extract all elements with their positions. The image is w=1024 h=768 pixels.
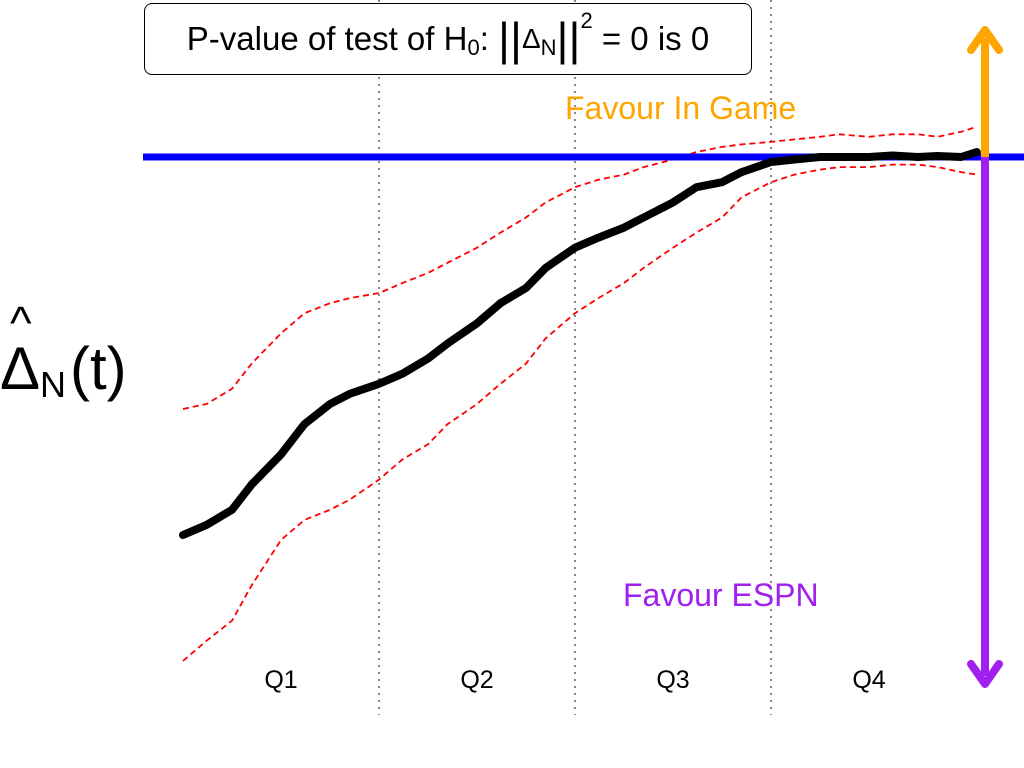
quarter-dividers: [378, 0, 772, 715]
favour-in-game-arrow-head: [967, 26, 1003, 54]
y-axis-label: ^ Δ N (t): [0, 297, 150, 410]
title-prefix: P-value of test of H: [186, 20, 468, 57]
favour-espn-label: Favour ESPN: [623, 577, 819, 613]
title-delta: Δ: [521, 23, 541, 54]
title-suffix: = 0 is 0: [601, 20, 710, 57]
quarter-label-q4: Q4: [852, 666, 886, 694]
title-colon: :: [479, 20, 489, 57]
title-square: 2: [580, 8, 593, 33]
y-label-argument: (t): [70, 335, 127, 402]
quarter-label-q3: Q3: [656, 666, 690, 694]
upper-confidence-band: [182, 125, 978, 410]
lower-confidence-band: [182, 163, 977, 662]
estimate-line: [179, 148, 981, 539]
title-norm-right: ||: [556, 13, 581, 65]
y-label-subscript: N: [40, 364, 66, 405]
favour-in-game-label: Favour In Game: [565, 90, 797, 126]
quarter-label-q1: Q1: [264, 666, 298, 694]
title-delta-subscript: N: [540, 35, 557, 60]
title-norm-left: ||: [498, 13, 522, 65]
confidence-bands: [182, 125, 978, 662]
estimate-series: [179, 148, 981, 539]
title-h-subscript: 0: [467, 35, 480, 60]
favour-espn-arrow-head: [967, 660, 1003, 688]
quarter-label-q2: Q2: [460, 666, 494, 694]
y-label-delta: Δ: [0, 335, 41, 402]
direction-arrows: [967, 26, 1003, 688]
y-label-hat: ^: [10, 297, 32, 349]
